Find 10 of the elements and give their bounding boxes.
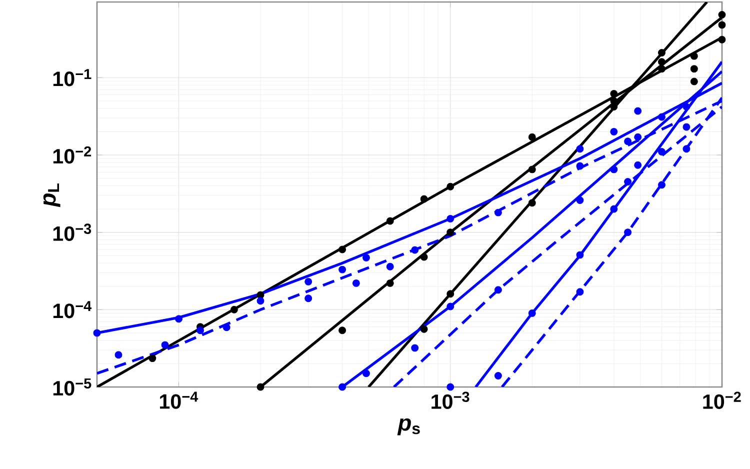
x-tick-label: 10$^{−2}$ [703,392,741,409]
y-tick-label: 10$^{−3}$ [53,224,92,241]
x-axis-title: p$_{s}$ [397,418,420,436]
y-tick-label: 10$^{−1}$ [53,69,92,86]
x-tick-label: 10$^{−3}$ [432,392,470,409]
y-tick-label: 10$^{−4}$ [53,301,92,318]
y-tick-label: 10$^{−2}$ [53,146,92,164]
y-tick-label: 10$^{−5}$ [53,378,92,396]
x-tick-label: 10$^{−4}$ [160,392,198,409]
y-axis-title: p$_{L}$ [43,184,60,208]
